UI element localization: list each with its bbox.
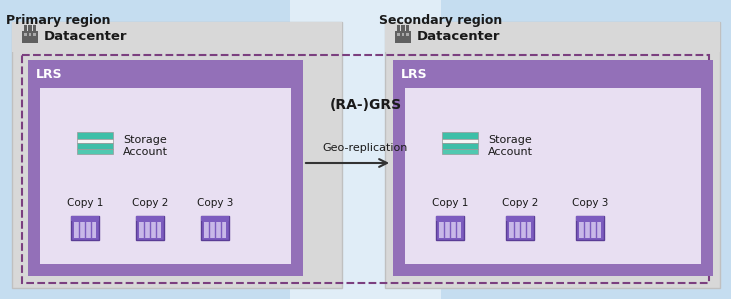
Text: Geo-replication: Geo-replication	[323, 143, 408, 153]
Bar	[406, 25, 409, 33]
Bar	[12, 22, 342, 52]
Text: Datacenter: Datacenter	[417, 30, 501, 43]
Bar	[22, 31, 38, 43]
Text: LRS: LRS	[36, 68, 63, 81]
Bar	[385, 22, 720, 52]
Text: Storage: Storage	[488, 135, 531, 145]
Text: Account: Account	[488, 147, 533, 157]
Bar	[33, 33, 36, 36]
Bar	[397, 33, 400, 36]
Bar	[436, 216, 464, 221]
Bar	[576, 216, 605, 221]
Text: Secondary region: Secondary region	[379, 14, 502, 27]
Bar	[23, 25, 27, 33]
Bar	[28, 60, 303, 276]
Bar	[442, 149, 477, 154]
Bar	[393, 60, 713, 276]
Bar	[373, 0, 731, 299]
Bar	[71, 216, 99, 240]
Bar	[77, 132, 113, 139]
Text: Copy 3: Copy 3	[572, 198, 608, 208]
Text: (RA-)GRS: (RA-)GRS	[330, 98, 401, 112]
Bar	[136, 216, 164, 221]
Bar	[201, 216, 230, 221]
Bar	[40, 88, 291, 264]
Bar	[401, 25, 405, 33]
Bar	[77, 139, 113, 143]
Bar	[442, 143, 477, 149]
Text: Copy 1: Copy 1	[67, 198, 103, 208]
Bar	[22, 55, 709, 283]
Bar	[405, 88, 701, 264]
Bar	[509, 222, 531, 237]
Bar	[406, 33, 409, 36]
Bar	[29, 25, 32, 33]
Text: Copy 1: Copy 1	[432, 198, 468, 208]
Bar	[397, 25, 401, 33]
Bar	[506, 216, 534, 221]
Bar	[436, 216, 464, 240]
Bar	[77, 143, 113, 149]
Bar	[71, 216, 99, 221]
Bar	[395, 31, 411, 43]
Text: Copy 2: Copy 2	[132, 198, 168, 208]
Text: Primary region: Primary region	[6, 14, 110, 27]
Bar	[401, 33, 404, 36]
Bar	[385, 22, 720, 288]
Bar	[33, 25, 37, 33]
Text: LRS: LRS	[401, 68, 428, 81]
Text: Copy 2: Copy 2	[501, 198, 538, 208]
Bar	[204, 222, 227, 237]
Bar	[506, 216, 534, 240]
Bar	[136, 216, 164, 240]
Bar	[0, 0, 358, 299]
Bar	[442, 139, 477, 143]
Text: Copy 3: Copy 3	[197, 198, 233, 208]
Bar	[139, 222, 162, 237]
Text: Storage: Storage	[123, 135, 167, 145]
Bar	[12, 22, 342, 288]
Bar	[290, 0, 441, 299]
Bar	[201, 216, 230, 240]
Text: Account: Account	[123, 147, 168, 157]
Bar	[24, 33, 27, 36]
Bar	[77, 149, 113, 154]
Bar	[579, 222, 602, 237]
Bar	[74, 222, 96, 237]
Bar	[439, 222, 461, 237]
Bar	[442, 132, 477, 139]
Text: Datacenter: Datacenter	[44, 30, 127, 43]
Bar	[29, 33, 31, 36]
Bar	[576, 216, 605, 240]
